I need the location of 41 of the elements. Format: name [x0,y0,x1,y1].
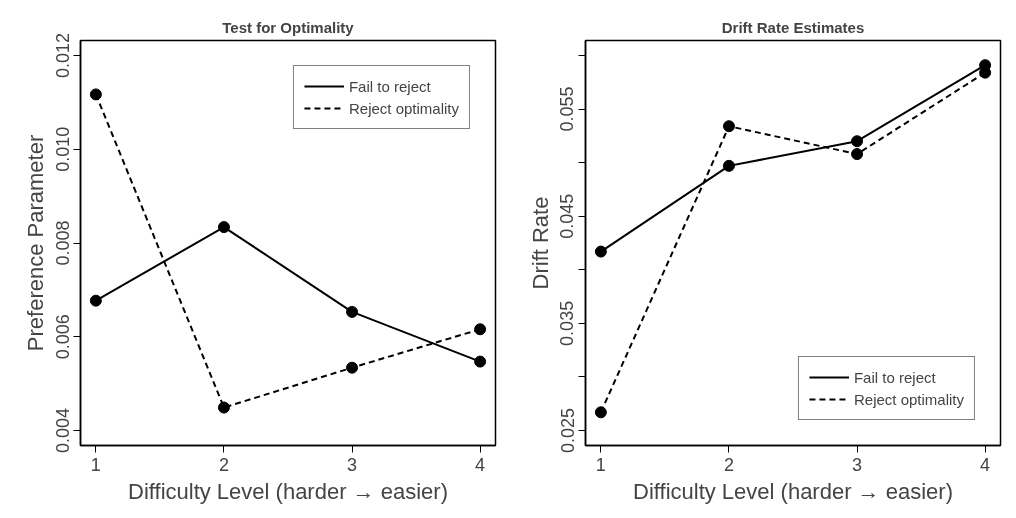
point [217,221,230,234]
x-axis-title: Difficulty Level (harder → easier) [128,478,448,504]
chart-title: Test for Optimality [222,18,355,36]
point [89,294,102,307]
point [217,401,230,414]
point [346,305,359,318]
legend-label: Fail to reject [348,77,431,95]
legend-label: Fail to reject [853,368,936,386]
y-tick-label: 0.012 [52,32,73,79]
point [851,135,864,148]
y-axis-title: Preference Parameter [22,134,48,352]
y-tick-label: 0.055 [557,86,578,132]
point [594,245,607,258]
y-tick-label: 0.004 [52,407,73,454]
x-tick-label: 3 [852,454,863,475]
point [474,323,487,336]
x-tick-label: 1 [90,454,101,475]
y-tick-label: 0.006 [52,314,73,360]
point [346,361,359,374]
y-tick-label: 0.045 [557,193,578,239]
legend-label: Reject optimality [853,390,964,408]
point [89,88,102,101]
x-tick-label: 4 [475,454,486,475]
x-tick-label: 4 [980,454,991,475]
point [851,148,864,161]
point [722,120,735,133]
y-tick-label: 0.008 [52,220,73,266]
x-axis-title: Difficulty Level (harder → easier) [633,478,953,504]
x-tick-label: 2 [723,454,734,475]
y-axis-title: Drift Rate [527,196,553,290]
y-tick-label: 0.010 [52,126,73,172]
y-tick-label: 0.025 [557,407,578,454]
point [474,355,487,368]
legend-label: Reject optimality [348,99,459,117]
x-tick-label: 3 [347,454,358,475]
x-tick-label: 1 [595,454,606,475]
y-tick-label: 0.035 [557,300,578,346]
x-tick-label: 2 [218,454,229,475]
point [722,159,735,172]
point [594,406,607,419]
chart-title: Drift Rate Estimates [721,18,865,36]
